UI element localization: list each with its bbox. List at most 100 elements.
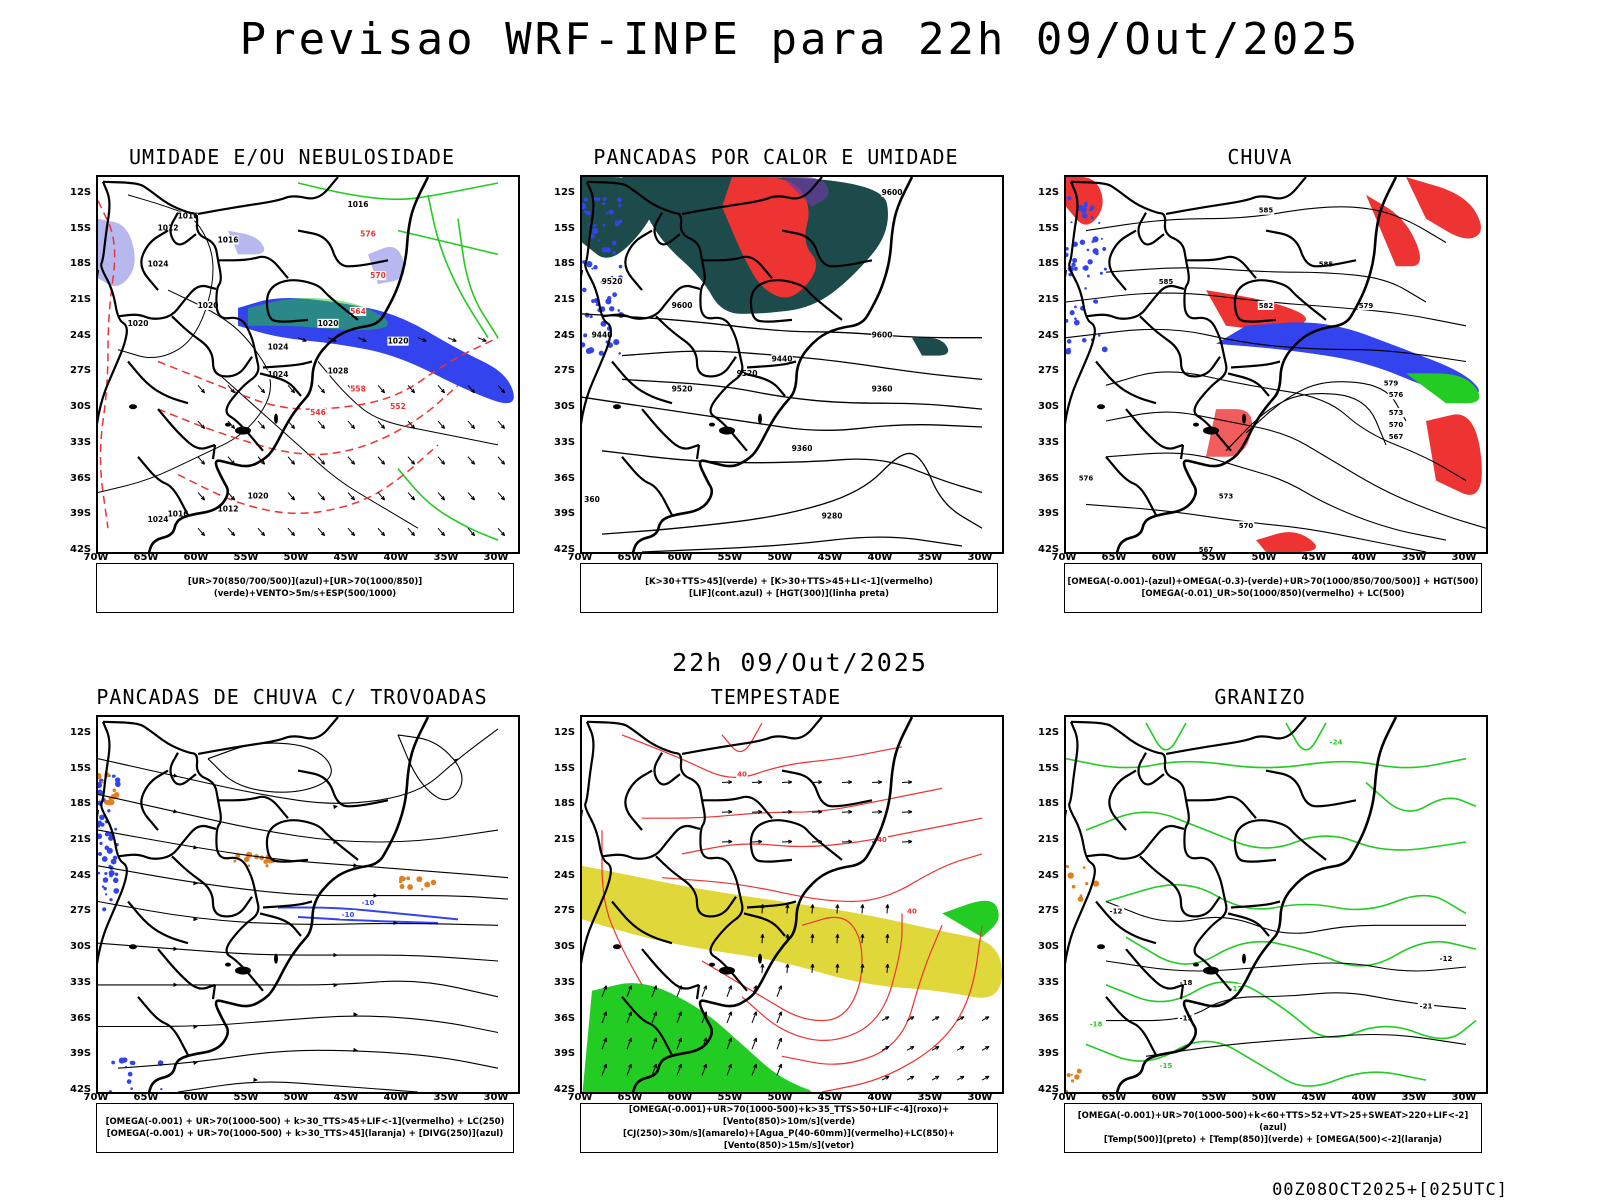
panel-tempestade[interactable]: TEMPESTADE 40 40 40 [OMEGA(-0.001)+UR>70(1… <box>554 685 1004 1160</box>
map-basemap <box>98 177 430 552</box>
lon-tick-label: 45W <box>333 552 359 563</box>
shaded-cell <box>617 309 621 312</box>
map-basemap <box>98 717 430 1092</box>
lat-tick-label: 12S <box>70 726 92 738</box>
map-umidade[interactable]: 1016 1012 1016 1020 1024 1020 1020 1024 1028 1024… <box>96 175 520 554</box>
legend-line: [K>30+TTS>45](verde) + [K>30+TTS>45+LI<-… <box>645 577 933 587</box>
wind-vector <box>197 456 206 465</box>
wind-vector <box>347 492 356 501</box>
shaded-cell <box>99 841 103 846</box>
shaded-cell <box>595 303 599 307</box>
contour-label: 360 <box>584 495 600 504</box>
shaded-cell <box>1066 1089 1069 1092</box>
shaded-cell <box>399 883 405 890</box>
shaded-cell <box>608 209 614 215</box>
shaded-cell <box>263 859 269 865</box>
shaded-cell <box>1076 1068 1082 1074</box>
lat-tick-label: 42S <box>70 544 92 555</box>
panel-umidade[interactable]: UMIDADE E/OU NEBULOSIDADE 1016 1012 1016 10… <box>70 145 520 620</box>
shaded-cell <box>1067 872 1074 879</box>
legend-pancadas-calor: [K>30+TTS>45](verde) + [K>30+TTS>45+LI<-… <box>580 563 998 613</box>
lat-tick-label: 42S <box>70 1084 92 1095</box>
contour-label: 40 <box>877 836 887 844</box>
wind-vector <box>407 527 416 537</box>
contour-label: 573 <box>1219 492 1234 500</box>
lat-tick-label: 27S <box>70 905 92 917</box>
shaded-cell <box>1100 237 1103 240</box>
map-chuva[interactable]: 585 585 582 579 585 579 576 573 570 567 576 573 570 5… <box>1064 175 1488 554</box>
wind-vector <box>881 1075 890 1081</box>
map-pancadas-trovoadas[interactable]: -10 -10 <box>96 715 520 1094</box>
lon-tick-label: 35W <box>1401 552 1427 563</box>
contour-label: 576 <box>1079 475 1094 483</box>
map-pancadas-calor[interactable]: 9600 9520 9600 9440 9520 9600 9520 9440 9360 9360… <box>580 175 1004 554</box>
shaded-area <box>912 337 949 356</box>
lon-tick-label: 35W <box>433 552 459 563</box>
shaded-cell <box>430 879 437 886</box>
lon-tick-label: 55W <box>717 552 743 563</box>
shaded-cell <box>103 886 107 891</box>
lat-tick-label: 15S <box>554 762 576 774</box>
wind-vector <box>437 527 446 537</box>
wind-vector <box>751 1063 757 1076</box>
wind-vector <box>906 1016 915 1022</box>
streamline-arrow <box>353 1047 358 1053</box>
lat-tick-label: 36S <box>554 472 576 484</box>
contour-label: 585 <box>1159 278 1174 286</box>
shaded-cell <box>113 888 120 894</box>
contour-line <box>1085 811 1467 851</box>
shaded-cell <box>1102 247 1107 251</box>
lat-tick-label: 36S <box>1038 472 1060 484</box>
contour-line <box>397 734 463 801</box>
shaded-cell <box>101 856 108 862</box>
wind-vector <box>651 1063 657 1076</box>
wind-vector <box>881 1046 890 1051</box>
contour-label: -15 <box>1160 1062 1173 1070</box>
map-tempestade[interactable]: 40 40 40 <box>580 715 1004 1094</box>
contour-label: 573 <box>1389 409 1404 417</box>
shaded-cell <box>112 855 118 861</box>
shaded-cell <box>108 1090 113 1092</box>
lon-tick-label: 65W <box>1101 1092 1127 1103</box>
streamline-arrow <box>353 1012 358 1017</box>
wind-vector <box>467 456 476 465</box>
shaded-cell <box>112 859 115 863</box>
legend-line: [Temp(500)](preto) + [Temp(850)](verde) … <box>1103 1135 1443 1145</box>
wind-vector <box>497 527 506 537</box>
shaded-cell <box>1074 1074 1080 1080</box>
wind-vector <box>297 337 307 342</box>
contour-line <box>681 817 983 855</box>
wind-vector <box>467 492 476 501</box>
lon-tick-label: 50W <box>283 1092 309 1103</box>
lon-tick-label: 45W <box>1301 1092 1327 1103</box>
contour-line <box>278 906 459 921</box>
wind-vector <box>467 420 476 430</box>
wind-vector <box>357 337 367 342</box>
contour-line <box>1085 1040 1427 1087</box>
shaded-cell <box>612 292 618 298</box>
wind-vector <box>676 1063 682 1076</box>
panel-chuva[interactable]: CHUVA 585 585 582 579 585 579 576 573 570 567 576 5… <box>1038 145 1488 620</box>
contour-label: 564 <box>350 307 366 316</box>
map-svg: 40 40 40 <box>582 717 1002 1092</box>
shaded-cell <box>130 1087 133 1090</box>
contour-label: 9600 <box>882 188 903 197</box>
shaded-cell <box>114 777 121 783</box>
streamline-arrow <box>193 1060 198 1066</box>
panel-pancadas-calor[interactable]: PANCADAS POR CALOR E UMIDADE 9600 9520 960… <box>554 145 1004 620</box>
lat-tick-label: 33S <box>70 976 92 988</box>
legend-line: [OMEGA(-0.01)_UR>50(1000/850)(vermelho) … <box>1141 589 1405 599</box>
panel-pancadas-trovoadas[interactable]: PANCADAS DE CHUVA C/ TROVOADAS -10 -10 [O… <box>70 685 520 1160</box>
shaded-cell <box>100 780 104 784</box>
wind-vector <box>871 780 883 785</box>
wind-vector <box>751 1011 757 1024</box>
lon-tick-label: 70W <box>567 1092 593 1103</box>
panel-granizo[interactable]: GRANIZO -12 -12 -15 -18 -21 -18 -15 -12 -24 [OME… <box>1038 685 1488 1160</box>
wind-vector <box>477 337 487 342</box>
map-granizo[interactable]: -12 -12 -15 -18 -21 -18 -15 -12 -24 <box>1064 715 1488 1094</box>
contour-line <box>1066 757 1467 769</box>
legend-line: [OMEGA(-0.001)+UR>70(1000-500)+k<60+TTS>… <box>1077 1111 1469 1133</box>
wind-vector <box>651 985 657 997</box>
contour-label: 9600 <box>872 331 893 340</box>
lon-tick-label: 55W <box>233 1092 259 1103</box>
